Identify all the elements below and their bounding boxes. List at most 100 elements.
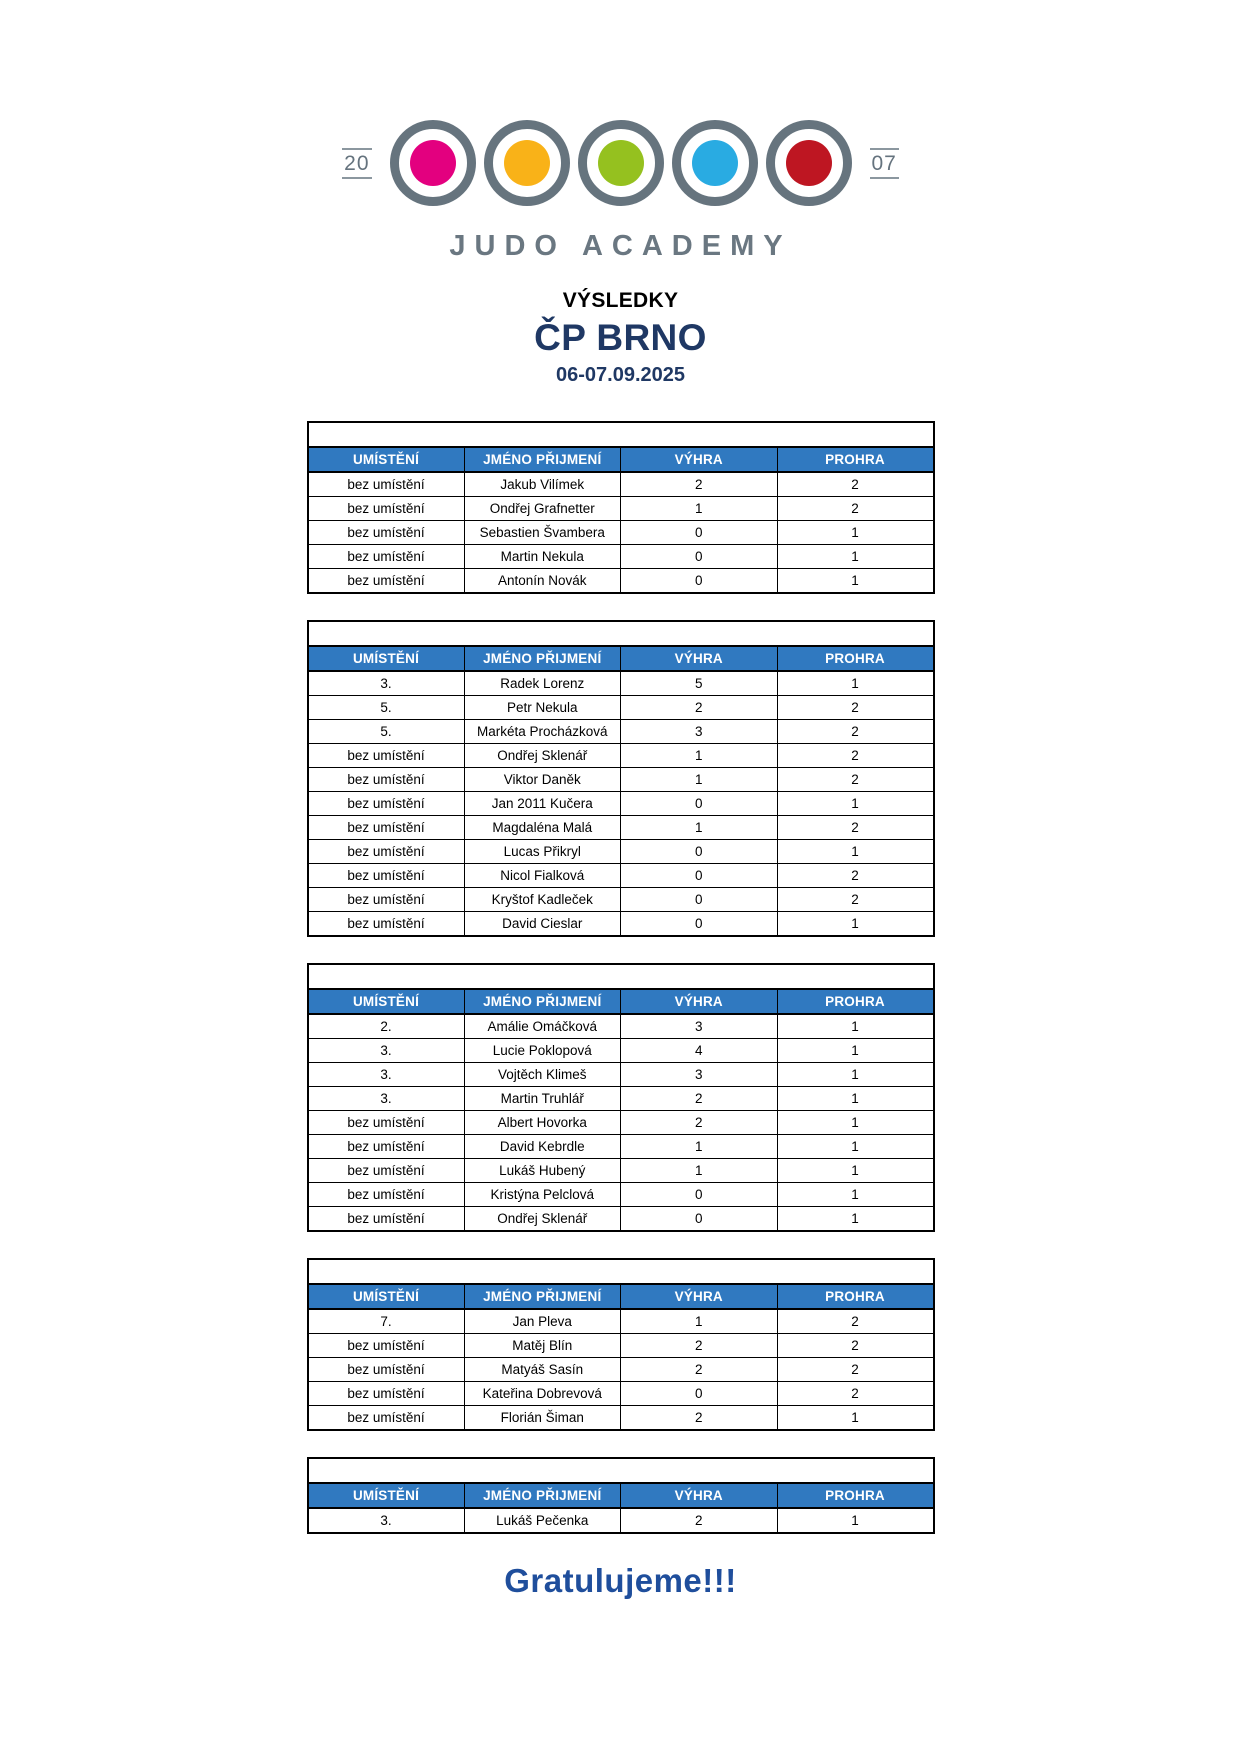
cell-place: 5. bbox=[307, 695, 465, 720]
cell-losses: 1 bbox=[776, 544, 934, 569]
table-row: bez umístění David Cieslar 0 1 bbox=[307, 911, 934, 937]
cell-losses: 2 bbox=[776, 743, 934, 768]
cell-wins: 2 bbox=[620, 1507, 778, 1534]
results-table-mu-i-eny: MUŽI/ŽENY UMÍSTĚNÍ JMÉNO PŘIJMENÍ VÝHRA PROH… bbox=[306, 1258, 935, 1431]
table-row: bez umístění Matyáš Sasín 2 2 bbox=[307, 1357, 934, 1382]
cell-wins: 0 bbox=[620, 1381, 778, 1406]
cell-name: Kateřina Dobrevová bbox=[463, 1381, 621, 1406]
cell-place: 3. bbox=[307, 1086, 465, 1111]
cell-losses: 2 bbox=[776, 1333, 934, 1358]
cell-place: bez umístění bbox=[307, 496, 465, 521]
cell-wins: 2 bbox=[620, 1357, 778, 1382]
cell-losses: 2 bbox=[776, 496, 934, 521]
column-header-wins: VÝHRA bbox=[620, 1482, 778, 1509]
table-row: bez umístění Ondřej Sklenář 0 1 bbox=[307, 1206, 934, 1232]
table-row: bez umístění Nicol Fialková 0 2 bbox=[307, 863, 934, 888]
cell-place: bez umístění bbox=[307, 1182, 465, 1207]
table-row: bez umístění Martin Nekula 0 1 bbox=[307, 544, 934, 569]
category-title: U16 bbox=[307, 620, 934, 647]
cell-name: Jan 2011 Kučera bbox=[463, 791, 621, 816]
cell-losses: 1 bbox=[776, 1158, 934, 1183]
table-row: 3. Radek Lorenz 5 1 bbox=[307, 670, 934, 696]
cell-name: Martin Truhlář bbox=[463, 1086, 621, 1111]
logo-wordmark: JUDO ACADEMY bbox=[449, 230, 792, 262]
column-header-name: JMÉNO PŘIJMENÍ bbox=[463, 645, 621, 672]
table-row: bez umístění Jan 2011 Kučera 0 1 bbox=[307, 791, 934, 816]
table-row: bez umístění Matěj Blín 2 2 bbox=[307, 1333, 934, 1358]
category-title: OPEN bbox=[307, 1457, 934, 1484]
column-header-name: JMÉNO PŘIJMENÍ bbox=[463, 1283, 621, 1310]
cell-losses: 1 bbox=[776, 791, 934, 816]
results-table-open: OPEN UMÍSTĚNÍ JMÉNO PŘIJMENÍ VÝHRA PROHRA 3. L… bbox=[306, 1457, 935, 1534]
cell-losses: 2 bbox=[776, 471, 934, 497]
cell-place: bez umístění bbox=[307, 1333, 465, 1358]
column-header-losses: PROHRA bbox=[776, 446, 934, 473]
table-row: bez umístění Sebastien Švambera 0 1 bbox=[307, 520, 934, 545]
cell-name: Sebastien Švambera bbox=[463, 520, 621, 545]
cell-wins: 0 bbox=[620, 520, 778, 545]
cell-wins: 2 bbox=[620, 695, 778, 720]
cell-place: 2. bbox=[307, 1013, 465, 1039]
cell-wins: 1 bbox=[620, 1134, 778, 1159]
cell-name: Ondřej Sklenář bbox=[463, 1206, 621, 1232]
table-row: bez umístění Lukáš Hubený 1 1 bbox=[307, 1158, 934, 1183]
results-table-u18: U18 UMÍSTĚNÍ JMÉNO PŘIJMENÍ VÝHRA PROHRA 2. Am… bbox=[306, 963, 935, 1232]
column-header-row: UMÍSTĚNÍ JMÉNO PŘIJMENÍ VÝHRA PROHRA bbox=[307, 446, 934, 473]
cell-name: Albert Hovorka bbox=[463, 1110, 621, 1135]
cell-place: bez umístění bbox=[307, 1110, 465, 1135]
cell-place: bez umístění bbox=[307, 791, 465, 816]
congratulations-message: Gratulujeme!!! bbox=[504, 1562, 737, 1599]
cell-name: Kristýna Pelclová bbox=[463, 1182, 621, 1207]
cell-losses: 1 bbox=[776, 568, 934, 594]
cell-name: Lukáš Pečenka bbox=[463, 1507, 621, 1534]
page-title: ČP BRNO bbox=[534, 317, 707, 358]
category-title: U14 bbox=[307, 421, 934, 448]
cell-wins: 0 bbox=[620, 1206, 778, 1232]
category-title: MUŽI/ŽENY bbox=[307, 1258, 934, 1285]
cell-name: Antonín Novák bbox=[463, 568, 621, 594]
table-row: bez umístění Kristýna Pelclová 0 1 bbox=[307, 1182, 934, 1207]
logo-dot-yellow bbox=[503, 140, 550, 186]
column-header-row: UMÍSTĚNÍ JMÉNO PŘIJMENÍ VÝHRA PROHRA bbox=[307, 645, 934, 672]
table-row: 5. Petr Nekula 2 2 bbox=[307, 695, 934, 720]
cell-name: Markéta Procházková bbox=[463, 719, 621, 744]
table-row: 3. Vojtěch Klimeš 3 1 bbox=[307, 1062, 934, 1087]
cell-wins: 1 bbox=[620, 767, 778, 792]
cell-losses: 1 bbox=[776, 520, 934, 545]
cell-losses: 2 bbox=[776, 887, 934, 912]
column-header-wins: VÝHRA bbox=[620, 988, 778, 1015]
cell-wins: 2 bbox=[620, 1405, 778, 1431]
table-row: bez umístění Magdaléna Malá 1 2 bbox=[307, 815, 934, 840]
cell-place: bez umístění bbox=[307, 815, 465, 840]
cell-wins: 4 bbox=[620, 1038, 778, 1063]
table-row: 2. Amálie Omáčková 3 1 bbox=[307, 1013, 934, 1039]
logo-rings: 20 07 bbox=[328, 120, 913, 206]
cell-losses: 1 bbox=[776, 1038, 934, 1063]
cell-wins: 2 bbox=[620, 1110, 778, 1135]
logo-ring-blue bbox=[671, 120, 758, 206]
cell-wins: 1 bbox=[620, 1158, 778, 1183]
cell-place: bez umístění bbox=[307, 1381, 465, 1406]
table-row: 7. Jan Pleva 1 2 bbox=[307, 1308, 934, 1334]
cell-wins: 3 bbox=[620, 1013, 778, 1039]
table-row: bez umístění David Kebrdle 1 1 bbox=[307, 1134, 934, 1159]
logo-dot-blue bbox=[691, 140, 738, 186]
cell-losses: 2 bbox=[776, 695, 934, 720]
logo-year-right: 07 bbox=[869, 147, 899, 179]
cell-losses: 2 bbox=[776, 719, 934, 744]
table-row: bez umístění Ondřej Sklenář 1 2 bbox=[307, 743, 934, 768]
column-header-name: JMÉNO PŘIJMENÍ bbox=[463, 446, 621, 473]
cell-wins: 1 bbox=[620, 1308, 778, 1334]
cell-place: bez umístění bbox=[307, 887, 465, 912]
cell-losses: 2 bbox=[776, 1357, 934, 1382]
cell-place: bez umístění bbox=[307, 568, 465, 594]
cell-place: 5. bbox=[307, 719, 465, 744]
column-header-losses: PROHRA bbox=[776, 1283, 934, 1310]
cell-place: 3. bbox=[307, 1062, 465, 1087]
cell-place: bez umístění bbox=[307, 839, 465, 864]
cell-wins: 2 bbox=[620, 471, 778, 497]
cell-name: Vojtěch Klimeš bbox=[463, 1062, 621, 1087]
cell-name: Martin Nekula bbox=[463, 544, 621, 569]
cell-losses: 1 bbox=[776, 1405, 934, 1431]
cell-losses: 1 bbox=[776, 670, 934, 696]
